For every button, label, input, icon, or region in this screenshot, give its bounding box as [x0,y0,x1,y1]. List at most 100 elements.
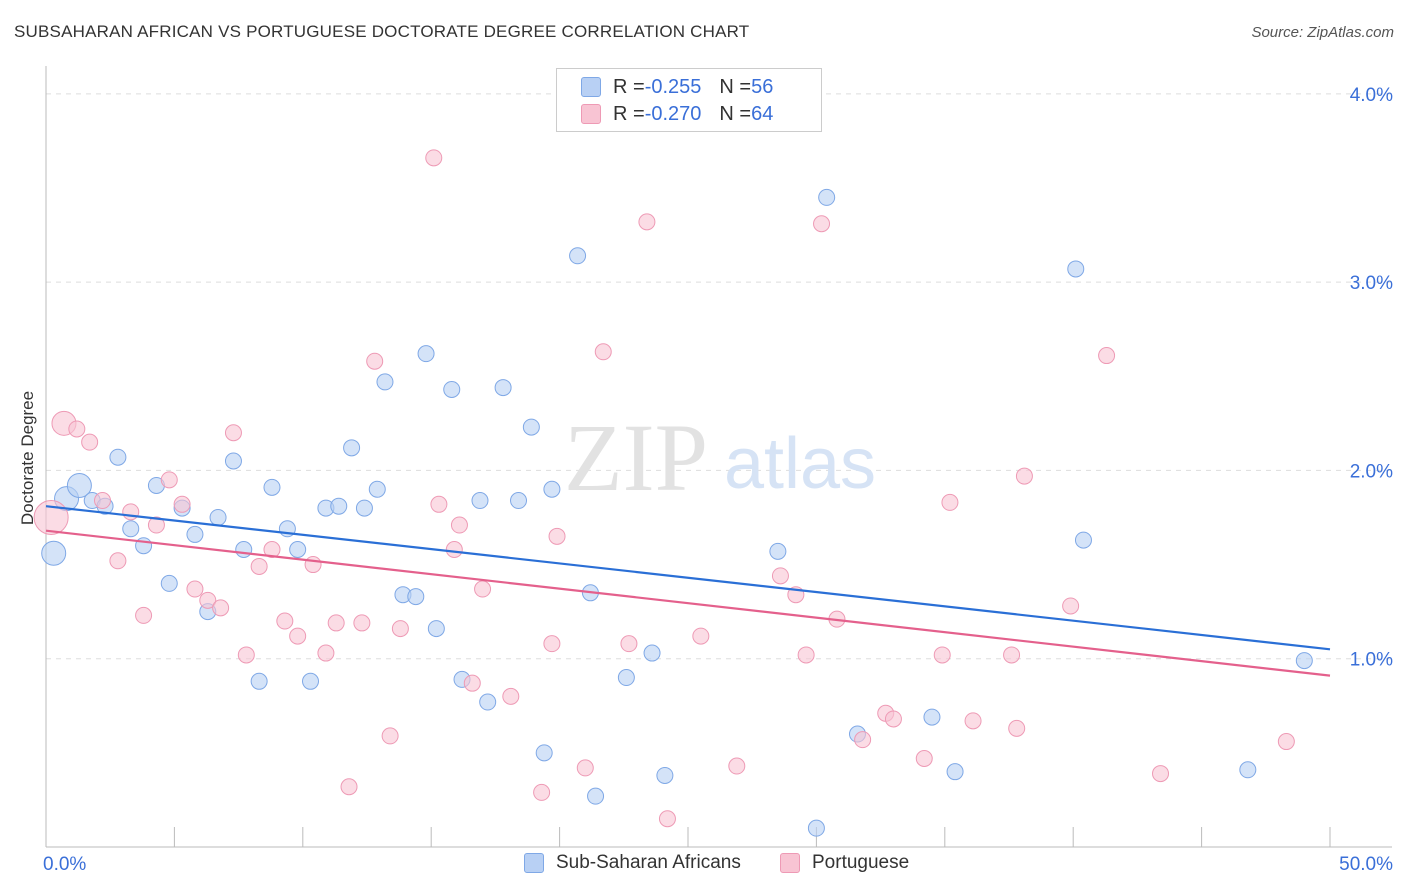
watermark: ZIP atlas [564,404,876,511]
portuguese-point-19 [289,627,307,645]
sub-saharan-point-24 [355,499,373,517]
portuguese-point-11 [186,580,204,598]
portuguese-point-40 [620,635,638,653]
portuguese-point-34 [502,687,520,705]
n-label: N = [719,75,752,98]
portuguese-point-33 [474,580,492,598]
sub-saharan-point-29 [417,345,435,363]
portuguese-point-4 [93,492,111,510]
sub-saharan-point-50 [923,708,941,726]
gridlines [46,93,1392,660]
portuguese-point-52 [884,710,902,728]
sub-saharan-point-37 [522,418,540,436]
r-label: R = [613,102,645,125]
sub-saharan-point-42 [587,787,605,805]
portuguese-point-26 [381,727,399,745]
portuguese-point-8 [147,516,165,534]
portuguese-point-38 [576,759,594,777]
y-tick-label-3: 4.0% [1350,85,1393,106]
chart-title: SUBSAHARAN AFRICAN VS PORTUGUESE DOCTORA… [14,22,750,41]
portuguese-point-53 [915,750,933,768]
y-tick-label-1: 2.0% [1350,461,1393,482]
sub-saharan-point-33 [471,492,489,510]
blue-swatch [524,853,544,873]
sub-saharan-point-26 [376,373,394,391]
sub-saharan-point-34 [479,693,497,711]
sub-saharan-point-23 [343,439,361,457]
sub-saharan-point-15 [235,540,253,558]
legend-item-portuguese[interactable]: Portuguese [780,852,909,874]
sub-saharan-point-31 [443,380,461,398]
axes [45,66,1392,848]
sub-saharan-point-35 [494,379,512,397]
portuguese-point-12 [199,591,217,609]
n-label: N = [719,102,752,125]
sub-saharan-point-44 [656,766,674,784]
portuguese-point-23 [340,778,358,796]
stats-row-sub-saharan: R = -0.255 N = 56 [581,76,773,98]
y-tick-label-0: 1.0% [1350,650,1393,671]
trend-line-portuguese [45,529,1331,677]
portuguese-point-31 [450,516,468,534]
sub-saharan-point-14 [224,452,242,470]
portuguese-point-20 [304,556,322,574]
portuguese-point-16 [250,557,268,575]
portuguese-point-56 [964,712,982,730]
portuguese-point-15 [237,646,255,664]
n-value: 56 [751,75,774,98]
sub-saharan-point-11 [186,525,204,543]
portuguese-point-30 [445,540,463,558]
portuguese-point-54 [933,646,951,664]
sub-saharan-point-52 [1067,260,1085,278]
sub-saharan-point-28 [407,588,425,606]
portuguese-point-37 [548,527,566,545]
portuguese-point-22 [327,614,345,632]
y-axis-title: Doctorate Degree [18,390,37,526]
sub-saharan-point-36 [510,492,528,510]
sub-saharan-point-6 [122,520,140,538]
n-value: 64 [751,102,774,125]
sub-saharan-point-43 [617,669,635,687]
sub-saharan-point-39 [543,480,561,498]
sub-saharan-point-25 [368,480,386,498]
portuguese-point-29 [430,495,448,513]
x-tick-label-0: 0.0% [43,854,86,875]
trend-lines [45,505,1331,677]
portuguese-point-47 [797,646,815,664]
watermark-zip: ZIP [564,404,708,511]
portuguese-point-0 [33,499,69,535]
portuguese-point-36 [543,635,561,653]
sub-saharan-point-2 [66,472,92,498]
sub-saharan-point-17 [263,478,281,496]
sub-saharan-point-9 [160,574,178,592]
sub-saharan-point-55 [1295,652,1313,670]
legend-label: Portuguese [812,852,910,873]
sub-saharan-point-0 [41,540,67,566]
portuguese-point-27 [391,620,409,638]
watermark-atlas: atlas [724,424,876,504]
trend-line-sub-saharan [45,505,1331,651]
portuguese-point-57 [1003,646,1021,664]
portuguese-point-62 [1152,765,1170,783]
sub-saharan-point-46 [769,542,787,560]
portuguese-point-41 [638,213,656,231]
portuguese-point-43 [692,627,710,645]
portuguese-point-32 [463,674,481,692]
portuguese-point-13 [212,599,230,617]
sub-saharan-point-5 [109,448,127,466]
sub-saharan-point-51 [946,763,964,781]
source-label: Source: ZipAtlas.com [1251,24,1394,41]
stats-row-portuguese: R = -0.270 N = 64 [581,103,773,125]
portuguese-point-18 [276,612,294,630]
sub-saharan-point-38 [535,744,553,762]
portuguese-point-2 [68,420,86,438]
sub-saharan-point-47 [807,819,825,837]
legend-item-sub-saharan-africans[interactable]: Sub-Saharan Africans [524,852,741,874]
sub-saharan-point-13 [209,508,227,526]
sub-saharan-point-22 [330,497,348,515]
x-tick-label-1: 50.0% [1339,854,1393,875]
portuguese-point-7 [135,606,153,624]
portuguese-point-28 [425,149,443,167]
portuguese-point-3 [81,433,99,451]
